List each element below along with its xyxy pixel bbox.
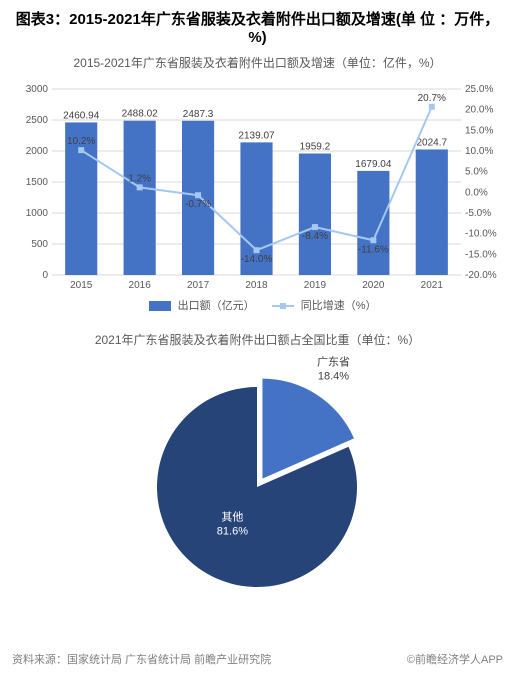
svg-text:1.2%: 1.2% xyxy=(128,173,151,184)
svg-text:2024.7: 2024.7 xyxy=(416,137,447,148)
legend-bar-swatch xyxy=(149,301,171,311)
svg-text:-11.6%: -11.6% xyxy=(358,244,389,255)
svg-text:-15.0%: -15.0% xyxy=(465,249,497,260)
svg-text:5.0%: 5.0% xyxy=(465,167,488,178)
legend-line-label: 同比增速（%） xyxy=(301,300,377,312)
pie-chart: 广东省 18.4% 其他 81.6% xyxy=(10,352,505,612)
svg-text:15.0%: 15.0% xyxy=(465,125,493,136)
svg-text:20.7%: 20.7% xyxy=(418,93,446,104)
svg-text:2015: 2015 xyxy=(70,280,93,291)
svg-text:1000: 1000 xyxy=(26,208,49,219)
svg-text:2021: 2021 xyxy=(421,280,444,291)
svg-text:-14.0%: -14.0% xyxy=(241,254,273,265)
svg-text:2487.3: 2487.3 xyxy=(183,109,214,120)
svg-text:3000: 3000 xyxy=(26,84,49,95)
svg-text:其他: 其他 xyxy=(221,511,243,524)
svg-text:2018: 2018 xyxy=(245,280,268,291)
svg-text:2488.02: 2488.02 xyxy=(122,109,159,120)
svg-text:1959.2: 1959.2 xyxy=(300,142,331,153)
pie-svg: 广东省 18.4% 其他 81.6% xyxy=(10,352,505,612)
combo-legend: 出口额（亿元） 同比增速（%） xyxy=(0,295,515,321)
svg-text:2000: 2000 xyxy=(26,146,49,157)
svg-text:18.4%: 18.4% xyxy=(318,371,349,383)
svg-text:-20.0%: -20.0% xyxy=(465,270,497,281)
svg-text:10.2%: 10.2% xyxy=(67,136,95,147)
pie-subtitle: 2021年广东省服装及衣着附件出口额占全国比重（单位：%） xyxy=(0,321,515,352)
svg-text:2460.94: 2460.94 xyxy=(63,110,100,121)
combo-svg: 0 500 1000 1500 2000 2500 3000 -20.0% -15.0% -10.… xyxy=(10,75,505,295)
svg-text:2019: 2019 xyxy=(304,280,327,291)
svg-text:2500: 2500 xyxy=(26,115,49,126)
main-title: 图表3：2015-2021年广东省服装及衣着附件出口额及增速(单 位 ：万件，%… xyxy=(0,0,515,50)
svg-text:0: 0 xyxy=(42,270,48,281)
footer-source: 资料来源：国家统计局 广东省统计局 前瞻产业研究院 xyxy=(12,651,271,667)
svg-text:-8.4%: -8.4% xyxy=(302,231,328,242)
svg-text:25.0%: 25.0% xyxy=(465,84,493,95)
combo-chart: 0 500 1000 1500 2000 2500 3000 -20.0% -15.0% -10.… xyxy=(10,75,505,295)
svg-text:广东省: 广东省 xyxy=(317,356,350,369)
legend-bar-label: 出口额（亿元） xyxy=(178,300,255,312)
svg-text:-5.0%: -5.0% xyxy=(465,208,491,219)
svg-text:2020: 2020 xyxy=(362,280,385,291)
footer: 资料来源：国家统计局 广东省统计局 前瞻产业研究院 ©前瞻经济学人APP xyxy=(0,651,515,667)
svg-text:0.0%: 0.0% xyxy=(465,187,488,198)
svg-text:2139.07: 2139.07 xyxy=(238,130,275,141)
svg-text:500: 500 xyxy=(31,239,48,250)
svg-text:20.0%: 20.0% xyxy=(465,105,493,116)
legend-line-swatch xyxy=(272,305,294,307)
svg-text:1500: 1500 xyxy=(26,177,49,188)
svg-text:10.0%: 10.0% xyxy=(465,146,493,157)
footer-copyright: ©前瞻经济学人APP xyxy=(407,651,503,667)
svg-text:81.6%: 81.6% xyxy=(217,526,248,538)
svg-text:2017: 2017 xyxy=(187,280,210,291)
svg-text:-0.7%: -0.7% xyxy=(185,199,211,210)
svg-text:2016: 2016 xyxy=(129,280,152,291)
svg-text:-10.0%: -10.0% xyxy=(465,229,497,240)
svg-text:1679.04: 1679.04 xyxy=(355,159,392,170)
combo-subtitle: 2015-2021年广东省服装及衣着附件出口额及增速（单位：亿件，%） xyxy=(0,50,515,75)
